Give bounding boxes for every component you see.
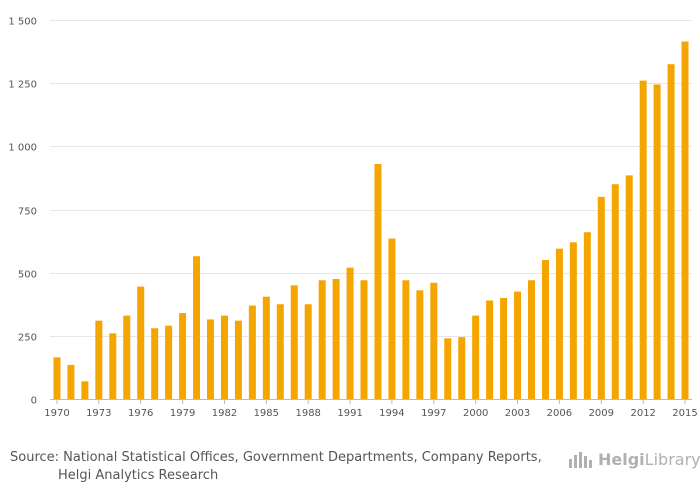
bar-series xyxy=(53,41,689,400)
bar-2008 xyxy=(583,232,591,399)
bar-1989 xyxy=(318,280,326,399)
bar-1995 xyxy=(402,280,410,399)
x-tick-label: 1985 xyxy=(254,408,279,419)
bar-1979 xyxy=(179,313,187,399)
logo-text-helgi: Helgi xyxy=(598,450,645,469)
bar-2005 xyxy=(541,260,549,399)
y-tick-label: 750 xyxy=(18,207,37,218)
y-tick-label: 1 500 xyxy=(8,17,37,28)
x-tick-label: 1979 xyxy=(170,408,195,419)
x-tick-label: 1976 xyxy=(128,408,153,419)
x-tick-label: 2009 xyxy=(589,408,614,419)
bar-2003 xyxy=(514,291,522,399)
bar-2009 xyxy=(597,196,605,399)
bar-1996 xyxy=(416,290,424,399)
bar-1994 xyxy=(388,238,396,399)
bar-1970 xyxy=(53,357,61,399)
bar-2006 xyxy=(555,248,563,399)
bar-1990 xyxy=(332,278,340,399)
bar-1992 xyxy=(360,280,368,399)
source-label: Source: xyxy=(10,450,60,465)
bar-2013 xyxy=(653,84,661,400)
bar-1973 xyxy=(95,320,103,399)
x-tick-label: 2015 xyxy=(672,408,697,419)
x-axis xyxy=(50,399,692,404)
y-tick-label: 0 xyxy=(31,396,37,407)
y-tick-label: 1 250 xyxy=(8,80,37,91)
bar-1987 xyxy=(290,285,298,399)
y-tick-label: 500 xyxy=(18,270,37,281)
bar-1977 xyxy=(151,328,159,399)
bar-1986 xyxy=(276,304,284,399)
bar-1975 xyxy=(123,315,131,399)
bar-1998 xyxy=(444,338,452,399)
bar-1983 xyxy=(234,320,242,399)
bar-1974 xyxy=(109,333,117,399)
x-tick-label: 1982 xyxy=(212,408,237,419)
bar-2010 xyxy=(611,184,619,399)
bar-2012 xyxy=(639,80,647,399)
bar-1999 xyxy=(458,337,466,399)
y-axis-labels: 0 250 500 750 1 000 1 250 1 500 xyxy=(8,17,37,407)
source-line-1: Source: National Statistical Offices, Go… xyxy=(10,449,542,467)
bar-1982 xyxy=(220,315,228,399)
bar-2002 xyxy=(500,297,508,399)
x-tick-label: 1970 xyxy=(44,408,69,419)
source-line-2: Helgi Analytics Research xyxy=(58,468,219,483)
bar-1991 xyxy=(346,267,354,399)
x-tick-label: 1973 xyxy=(86,408,111,419)
x-tick-label: 2012 xyxy=(630,408,655,419)
y-tick-label: 1 000 xyxy=(8,143,37,154)
x-tick-label: 2006 xyxy=(547,408,572,419)
helgi-library-logo: HelgiLibrary xyxy=(568,450,700,469)
bar-1971 xyxy=(67,364,75,399)
bar-2000 xyxy=(472,315,480,399)
bar-1984 xyxy=(248,305,256,399)
y-tick-label: 250 xyxy=(18,333,37,344)
x-tick-label: 1997 xyxy=(421,408,446,419)
x-tick-label: 1991 xyxy=(337,408,362,419)
bar-1997 xyxy=(430,282,438,399)
bar-1988 xyxy=(304,304,312,399)
bar-2011 xyxy=(625,175,633,399)
x-tick-label: 2000 xyxy=(463,408,488,419)
bar-1985 xyxy=(262,296,270,399)
logo-text-library: Library xyxy=(644,450,700,469)
bar-1972 xyxy=(81,381,89,399)
x-tick-label: 2003 xyxy=(505,408,530,419)
source-note: Source: National Statistical Offices, Go… xyxy=(10,449,542,485)
x-axis-labels: 1970 1973 1976 1979 1982 1985 1988 1991 1994 1997… xyxy=(44,408,697,419)
bar-2007 xyxy=(569,242,577,399)
bar-2001 xyxy=(486,300,494,399)
bar-1981 xyxy=(207,319,214,399)
bar-1980 xyxy=(193,256,201,399)
x-tick-label: 1994 xyxy=(379,408,404,419)
library-building-icon xyxy=(569,451,592,468)
bar-1993 xyxy=(374,164,382,399)
bar-2015 xyxy=(681,41,689,399)
bar-2004 xyxy=(528,280,535,399)
bar-1978 xyxy=(165,325,173,399)
grid-lines xyxy=(50,20,692,337)
bar-2014 xyxy=(667,64,675,399)
x-tick-label: 1988 xyxy=(295,408,320,419)
bar-1976 xyxy=(137,286,145,399)
source-text-1: National Statistical Offices, Government… xyxy=(63,450,542,465)
